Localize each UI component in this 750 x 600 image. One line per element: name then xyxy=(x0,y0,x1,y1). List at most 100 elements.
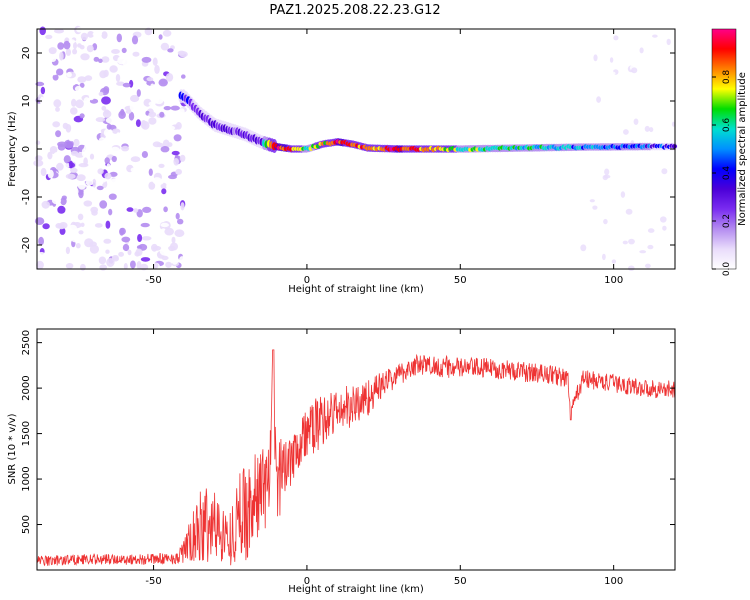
spectrogram-noise-cell xyxy=(106,162,111,171)
spectrogram-noise-cell xyxy=(97,102,102,111)
spectrogram-noise-cell xyxy=(647,228,655,233)
spectrogram-noise-cell xyxy=(66,71,72,78)
spectrogram-noise-cell xyxy=(631,67,638,74)
spectrogram-noise-cell xyxy=(142,206,152,213)
spectrogram-noise-cell xyxy=(74,85,82,92)
spectrogram-noise-cell xyxy=(152,90,159,97)
spectrogram-noise-cell xyxy=(118,251,124,257)
spectrogram-x-tick-label: 100 xyxy=(604,275,623,286)
spectrogram-noise-cell xyxy=(168,125,175,131)
spectrogram-noise-cell xyxy=(47,151,53,160)
spectrogram-noise-cell xyxy=(592,205,598,210)
spectrogram-noise-cell xyxy=(135,74,140,83)
spectrogram-noise-cell xyxy=(622,240,628,245)
spectrogram-noise-cell xyxy=(63,155,71,164)
spectrogram-noise-cell xyxy=(116,81,125,86)
spectrogram-noise-cell xyxy=(84,75,93,81)
spectrogram-y-tick-label: -20 xyxy=(21,237,32,253)
spectrogram-noise-cell xyxy=(661,168,668,175)
spectrogram-noise-cell xyxy=(140,222,150,228)
spectrogram-noise-cell xyxy=(156,142,164,148)
spectrogram-noise-cell xyxy=(38,252,45,257)
spectrogram-noise-cell xyxy=(103,238,112,244)
spectrogram-noise-cell xyxy=(131,35,139,45)
spectrogram-noise-cell xyxy=(73,138,80,147)
spectrogram-noise-cell xyxy=(146,77,154,82)
spectrogram-noise-cell xyxy=(88,93,95,101)
spectrogram-noise-cell xyxy=(96,181,104,185)
spectrogram-noise-cell xyxy=(59,227,66,235)
spectrogram-noise-cell xyxy=(618,242,625,250)
spectrogram-noise-cell xyxy=(59,222,68,229)
spectrogram-noise-cell xyxy=(666,38,671,46)
spectrogram-noise-cell xyxy=(135,119,141,127)
colorbar: 0.0 0.2 0.4 0.6 0.8 Normalized spectral ampl… xyxy=(711,28,748,277)
spectrogram-y-axis-label: Frequency (Hz) xyxy=(7,111,18,187)
spectrogram-noise-cell xyxy=(65,263,74,269)
spectrogram-noise-cell xyxy=(148,111,157,118)
spectrogram-noise-cell xyxy=(162,139,170,149)
spectrogram-noise-cell xyxy=(36,260,44,270)
spectrogram-noise-cell xyxy=(173,134,182,142)
spectrogram-noise-cell xyxy=(75,243,81,249)
spectrogram-noise-cell xyxy=(634,130,639,136)
spectrogram-noise-cell xyxy=(620,191,626,198)
spectrogram-noise-cell xyxy=(160,222,169,228)
spectrogram-noise-cell xyxy=(106,123,112,130)
spectrogram-noise-cell xyxy=(68,160,74,169)
spectrogram-noise-cell xyxy=(66,78,77,86)
spectrogram-noise-cell xyxy=(171,236,176,244)
spectrogram-noise-cell xyxy=(122,59,130,66)
spectrogram-noise-cell xyxy=(167,48,174,53)
spectrogram-noise-cell xyxy=(86,45,94,53)
spectrogram-noise-cell xyxy=(158,34,163,40)
spectrogram-noise-cell xyxy=(637,110,645,115)
spectrogram-noise-cell xyxy=(170,242,178,251)
colorbar-label: Normalized spectral amplitude xyxy=(737,72,748,226)
spectrogram-noise-cell xyxy=(132,51,140,57)
spectrogram-noise-cell xyxy=(77,76,87,83)
spectrogram-noise-cell xyxy=(163,206,168,213)
spectrogram-noise-cell xyxy=(90,206,99,214)
colorbar-tick-label: 0.0 xyxy=(722,262,732,277)
spectrogram-noise-cell xyxy=(71,235,80,243)
spectrogram-noise-cell xyxy=(127,249,132,256)
spectrogram-noise-cell xyxy=(154,64,160,74)
spectrogram-noise-cell xyxy=(55,130,62,138)
spectrogram-noise-cell xyxy=(40,58,49,65)
spectrogram-noise-cell xyxy=(137,234,143,242)
spectrogram-noise-cell xyxy=(141,236,152,241)
spectrogram-noise-cell xyxy=(126,218,134,226)
spectrogram-noise-cell xyxy=(160,182,167,190)
spectrogram-noise-cell xyxy=(647,244,654,250)
spectrogram-noise-cell xyxy=(57,205,66,214)
spectrogram-noise-cell xyxy=(604,174,611,179)
spectrogram-noise-cell xyxy=(170,105,180,111)
spectrogram-noise-cell xyxy=(101,144,112,151)
spectrogram-noise-cell xyxy=(80,53,90,61)
spectrogram-noise-cell xyxy=(136,245,142,250)
spectrogram-noise-cell xyxy=(65,173,76,179)
snr-y-tick-label: 1500 xyxy=(21,421,32,446)
spectrogram-noise-cell xyxy=(645,263,651,269)
spectrogram-noise-cell xyxy=(652,34,658,38)
spectrogram-noise-cell xyxy=(173,56,181,62)
spectrogram-noise-cell xyxy=(108,208,113,216)
spectrogram-noise-cell xyxy=(604,168,610,176)
spectrogram-noise-cell xyxy=(105,117,115,124)
spectrogram-noise-cell xyxy=(153,262,159,269)
spectrogram-noise-cell xyxy=(135,248,143,256)
spectrogram-y-tick-label: -10 xyxy=(21,189,32,205)
spectrogram-noise-cell xyxy=(40,86,46,95)
spectrogram-noise-cell xyxy=(80,222,85,227)
spectrogram-noise-cell xyxy=(33,159,44,167)
spectrogram-noise-cell xyxy=(141,56,152,63)
spectrogram-noise-cell xyxy=(171,150,180,156)
spectrogram-noise-cell xyxy=(83,200,93,207)
spectrogram-noise-cell xyxy=(51,197,62,205)
spectrogram-noise-cell xyxy=(92,178,97,188)
spectrogram-noise-cell xyxy=(101,31,108,39)
spectrogram-noise-cell xyxy=(104,109,110,115)
snr-series-line xyxy=(36,349,676,567)
spectrogram-noise-cell xyxy=(68,39,76,44)
